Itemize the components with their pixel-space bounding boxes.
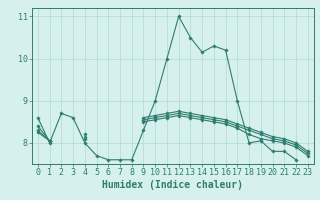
X-axis label: Humidex (Indice chaleur): Humidex (Indice chaleur) [102,180,243,190]
